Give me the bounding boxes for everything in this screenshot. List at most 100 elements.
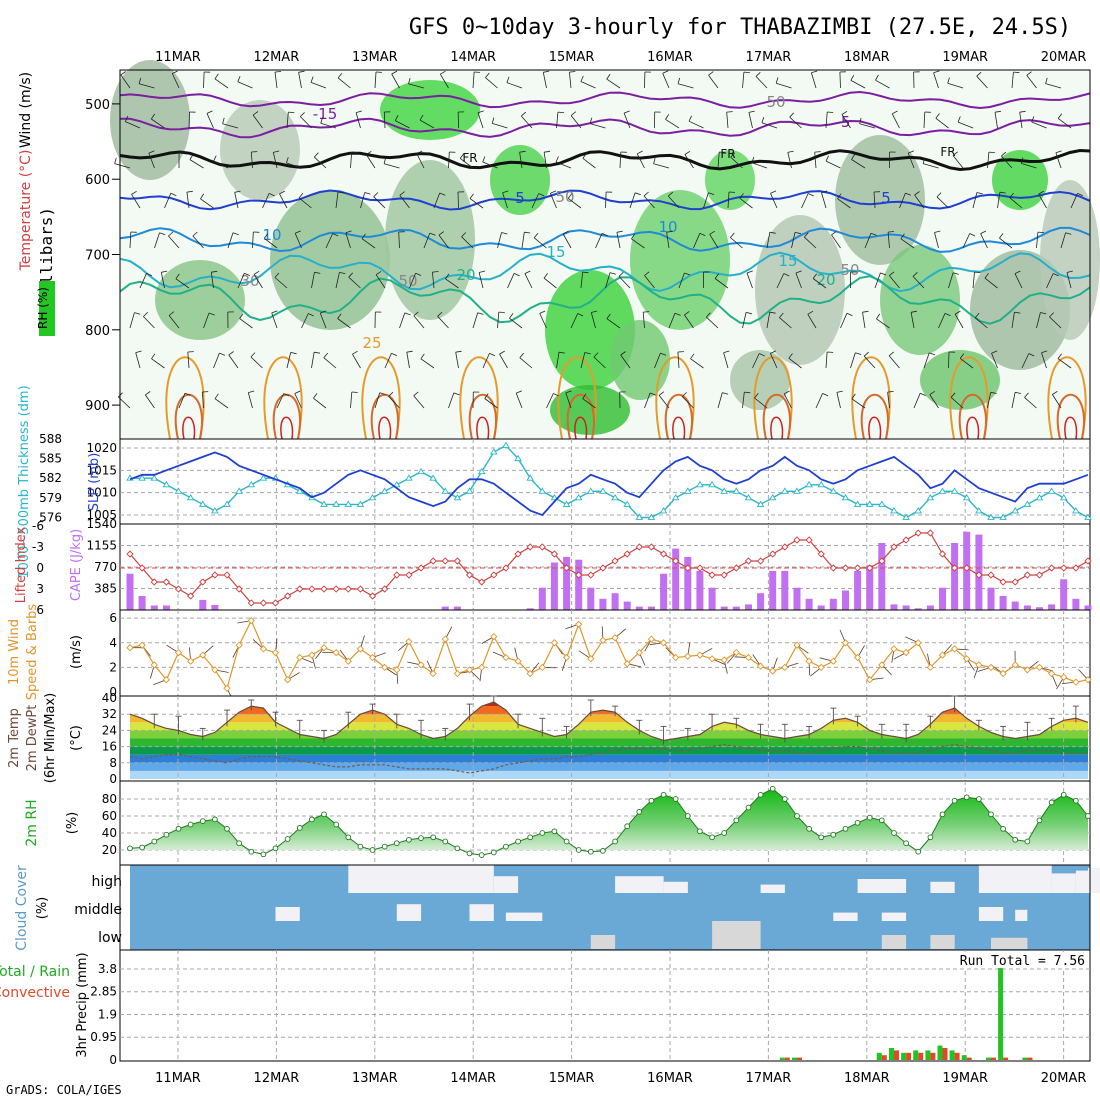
- rh-point: [927, 834, 934, 841]
- wind-barb: [776, 273, 785, 289]
- wind-barb: [556, 112, 559, 129]
- cape-axis: -6 -3 0 3 6 1540 1155 770 385: [32, 517, 117, 617]
- wind-barb: [445, 278, 459, 289]
- cape-bar: [647, 606, 655, 610]
- rh-blob: [835, 135, 925, 265]
- thickness-point: [1072, 507, 1080, 514]
- wind-barb-flag: [253, 270, 260, 275]
- precip-conv-bar: [991, 1057, 996, 1060]
- contour-plus35: [868, 416, 882, 440]
- li-point: [174, 585, 183, 593]
- wind-point: [611, 634, 619, 642]
- wind-point: [332, 648, 340, 657]
- contour-plus35: [574, 416, 588, 440]
- li-point: [914, 529, 922, 537]
- rh-point: [660, 791, 667, 798]
- wind-barb-flag: [366, 150, 372, 155]
- wind-barb: [923, 111, 926, 129]
- wind-barb-flag: [159, 232, 166, 236]
- wind-point: [550, 639, 559, 647]
- date-label-top: 19MAR: [942, 50, 988, 65]
- wind-barb: [294, 233, 302, 249]
- rh-point: [709, 834, 715, 841]
- wind-barb: [399, 312, 406, 329]
- wind-barb-flag: [408, 77, 411, 85]
- wind-barb-flag: [1066, 270, 1073, 273]
- wind-barb: [825, 351, 828, 369]
- wind-barb: [298, 197, 312, 209]
- date-label-top: 12MAR: [254, 50, 300, 65]
- thickness-point: [805, 480, 813, 488]
- cloud-cell: [991, 937, 1028, 949]
- wind-barb: [582, 398, 596, 409]
- wind-barb-flag: [870, 232, 877, 236]
- wind-barb-flag: [935, 113, 940, 119]
- cloud-cell: [881, 912, 907, 921]
- wind-barb-flag: [643, 311, 650, 313]
- li-point: [938, 550, 947, 558]
- wind-point: [174, 648, 183, 657]
- rh-blob: [220, 100, 300, 200]
- wind-barb: [1021, 353, 1030, 369]
- wind-barb: [187, 351, 190, 369]
- wind-barb-flag: [516, 390, 522, 394]
- wind-barb: [761, 122, 778, 129]
- wind-point: [1072, 678, 1080, 686]
- wind-barb-flag: [544, 150, 551, 153]
- precip-conv-bar: [1003, 1057, 1009, 1060]
- rh-point: [878, 817, 885, 824]
- li-point: [575, 571, 583, 579]
- wind-barb: [556, 352, 560, 369]
- cloud-level-high: high: [91, 874, 122, 890]
- wind-barb: [543, 152, 547, 169]
- date-label-top: 20MAR: [1041, 50, 1087, 65]
- wind-point: [223, 684, 231, 692]
- wind-barb: [619, 151, 622, 169]
- wind-barb-flag: [751, 156, 755, 163]
- wind-barb: [888, 355, 900, 369]
- wind-barb: [492, 123, 508, 129]
- cape-tick-label: 1155: [86, 539, 117, 553]
- contour-plus25: [459, 356, 499, 440]
- wind-barb-flag: [168, 311, 175, 316]
- wind-barb: [314, 156, 327, 169]
- wind-barb-flag: [582, 271, 589, 274]
- precip-conv-bar: [954, 1052, 960, 1060]
- wind-point: [878, 661, 886, 669]
- wind-barb: [714, 278, 729, 289]
- slp-tick-label: 1010: [86, 486, 117, 500]
- rh-point: [806, 825, 812, 832]
- wind-barb: [565, 392, 572, 409]
- wind-barb: [139, 273, 147, 289]
- wind-barb-flag: [1015, 391, 1022, 394]
- wind-barb: [129, 312, 135, 329]
- wind-barb-flag: [332, 233, 339, 237]
- li-point: [465, 571, 474, 579]
- precip-total-bar: [961, 1055, 967, 1060]
- thickness-point: [768, 493, 777, 501]
- contour-label: 5: [515, 189, 525, 207]
- li-point: [793, 536, 801, 544]
- wind-barb: [515, 392, 523, 409]
- contour-label: 50: [555, 188, 574, 206]
- li-point: [368, 592, 377, 600]
- thickness-point: [756, 500, 765, 507]
- contour-label: FR: [720, 147, 735, 161]
- precip-conv-bar: [930, 1052, 936, 1060]
- wind-barb-flag: [373, 192, 379, 197]
- thickness-point: [490, 448, 498, 455]
- wind-barb-flag: [482, 156, 486, 163]
- wind-barb: [519, 357, 533, 369]
- wind-barb: [811, 72, 817, 89]
- li-point: [672, 557, 680, 565]
- wind-barb-flag: [192, 231, 198, 237]
- thickness-point: [623, 500, 631, 507]
- cape-bar: [635, 606, 643, 610]
- wind-barb: [1011, 392, 1016, 409]
- wind-barb-flag: [743, 71, 750, 73]
- rh-point: [418, 835, 424, 841]
- cape-bar: [842, 590, 849, 610]
- wind-barb: [399, 195, 410, 209]
- li-point: [684, 564, 692, 572]
- rh-point: [199, 818, 206, 824]
